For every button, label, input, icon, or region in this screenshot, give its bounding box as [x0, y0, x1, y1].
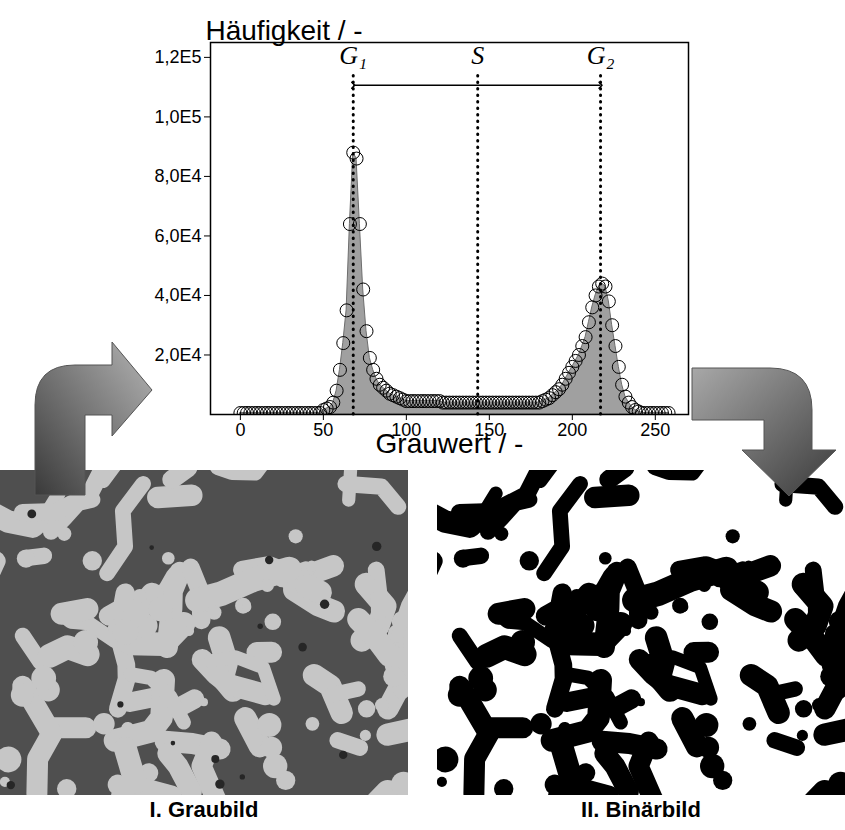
svg-text:4,0E4: 4,0E4	[154, 285, 201, 305]
svg-text:G₂: G₂	[587, 41, 615, 70]
svg-text:Häufigkeit / -: Häufigkeit / -	[206, 15, 363, 46]
svg-text:G₁: G₁	[339, 40, 368, 70]
html-text:II. Binärbild: II. Binärbild	[581, 797, 701, 822]
svg-text:1,2E5: 1,2E5	[154, 47, 201, 67]
svg-text:6,0E4: 6,0E4	[154, 226, 201, 246]
html-text:I. Graubild: I. Graubild	[149, 797, 259, 822]
svg-text:2,0E4: 2,0E4	[154, 345, 201, 365]
svg-text:50: 50	[313, 420, 333, 440]
svg-text:0: 0	[235, 420, 245, 440]
svg-text:1,0E5: 1,0E5	[154, 107, 201, 127]
svg-text:250: 250	[640, 420, 670, 440]
svg-text:Grauwert / -: Grauwert / -	[376, 428, 524, 459]
svg-text:200: 200	[557, 420, 587, 440]
svg-text:S: S	[471, 41, 484, 70]
svg-text:8,0E4: 8,0E4	[154, 166, 201, 186]
